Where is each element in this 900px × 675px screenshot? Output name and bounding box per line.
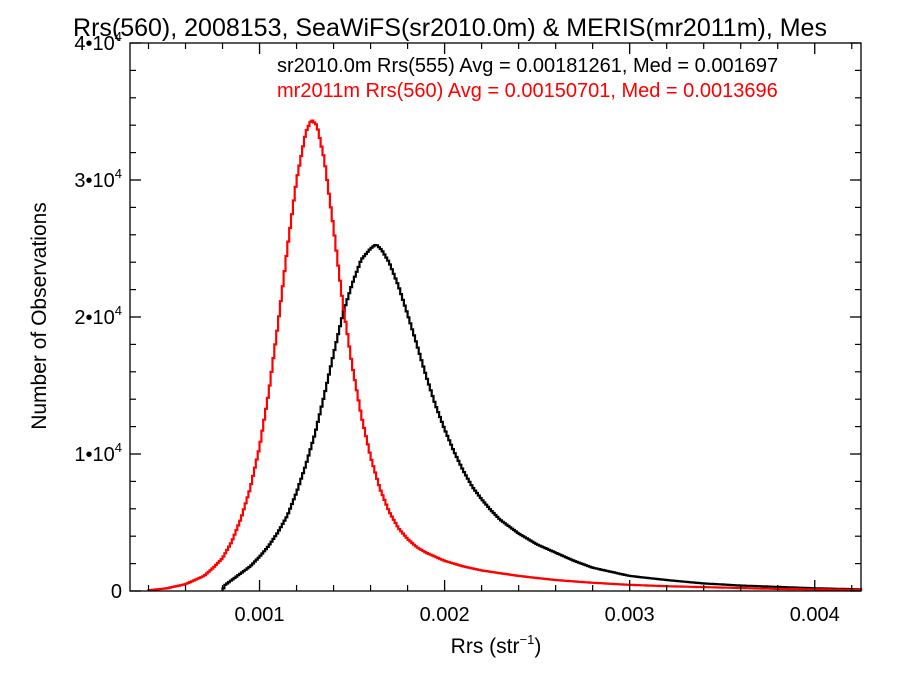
x-axis-label-exponent: −1 xyxy=(520,632,535,647)
x-axis-label-main: Rrs (str xyxy=(451,635,520,658)
series-line-0 xyxy=(221,244,863,591)
chart-title: Rrs(560), 2008153, SeaWiFS(sr2010.0m) & … xyxy=(73,14,827,42)
x-tick-label-1: 0.002 xyxy=(420,604,470,626)
y-tick-label-2: 2•104 xyxy=(74,303,122,329)
series-layer xyxy=(147,119,863,592)
plot-frame xyxy=(129,42,862,592)
ticks-layer: 0.001 0.002 0.003 0.004 0 1•104 2•104 3•104 4•10… xyxy=(74,29,861,626)
y-tick-label-0: 0 xyxy=(111,581,122,603)
x-tick-label-2: 0.003 xyxy=(605,604,655,626)
x-tick-label-0: 0.001 xyxy=(235,604,285,626)
legend: sr2010.0m Rrs(555) Avg = 0.00181261, Med… xyxy=(277,55,778,102)
y-tick-label-3: 3•104 xyxy=(74,166,122,192)
x-axis-label: Rrs (str−1) xyxy=(451,632,542,658)
x-tick-label-3: 0.004 xyxy=(790,604,840,626)
legend-entry-1: mr2011m Rrs(560) Avg = 0.00150701, Med =… xyxy=(277,80,778,102)
y-axis-label: Number of Observations xyxy=(28,202,51,430)
series-line-1 xyxy=(147,119,863,592)
legend-entry-0: sr2010.0m Rrs(555) Avg = 0.00181261, Med… xyxy=(277,55,778,77)
y-tick-label-1: 1•104 xyxy=(74,440,122,466)
y-tick-label-4: 4•104 xyxy=(74,29,122,55)
x-axis-label-close: ) xyxy=(534,635,541,658)
